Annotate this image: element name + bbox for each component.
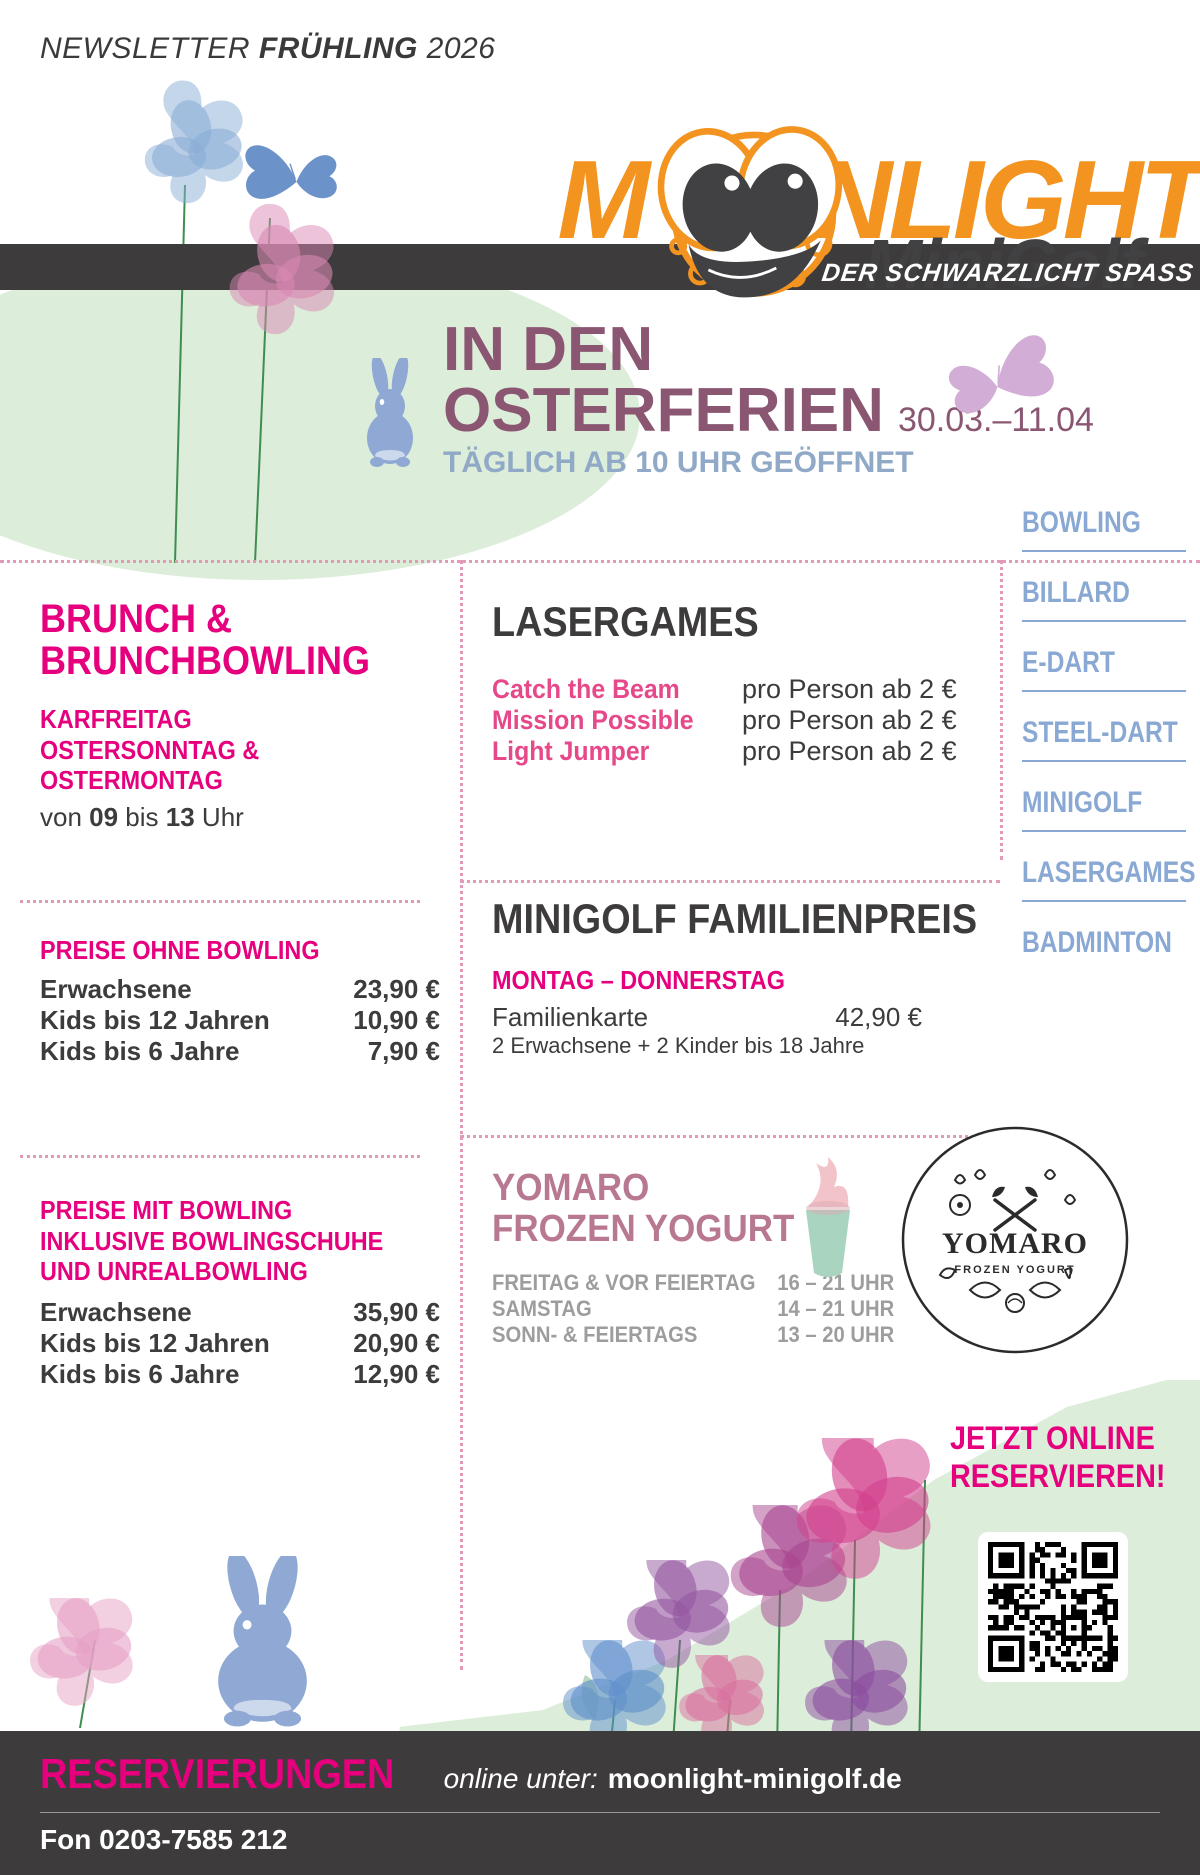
svg-text:YOMARO: YOMARO	[942, 1227, 1088, 1260]
svg-text:FROZEN YOGURT: FROZEN YOGURT	[954, 1264, 1075, 1276]
